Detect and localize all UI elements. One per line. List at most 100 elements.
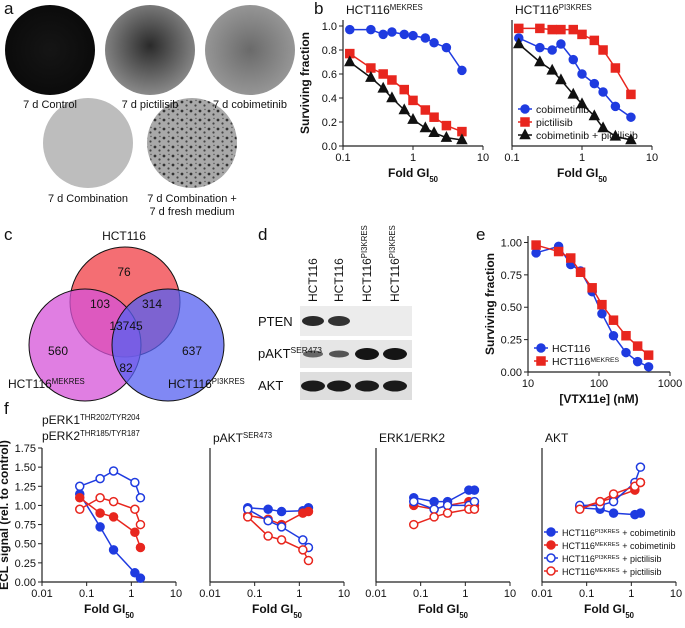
marker — [429, 112, 439, 122]
marker — [135, 542, 146, 553]
marker — [420, 33, 431, 43]
x-tick-label: 10 — [646, 152, 658, 164]
x-tick-label: 10 — [170, 588, 182, 600]
text-part: HCT116 — [306, 258, 320, 302]
marker — [345, 24, 355, 35]
chart-title: pAKTSER473 — [213, 431, 272, 446]
x-axis-label: [VTX11e] (nM) — [559, 392, 638, 406]
marker — [514, 23, 524, 34]
chart-title: pERK1THR202/TYR204 — [42, 413, 140, 428]
y-tick-label: 0.2 — [322, 117, 337, 129]
marker — [95, 508, 105, 518]
x-tick-label: 1 — [579, 152, 585, 164]
marker — [95, 473, 105, 484]
marker — [130, 477, 140, 488]
marker — [135, 573, 146, 583]
text-part: cobimetinib — [536, 104, 589, 116]
plate — [5, 5, 95, 95]
legend-label: pictilisib — [536, 117, 573, 129]
blot-band — [355, 348, 379, 360]
y-tick-label: 0.25 — [15, 558, 36, 570]
legend-marker — [536, 343, 546, 353]
chart-title: pERK2THR185/TYR187 — [42, 429, 140, 444]
marker — [276, 522, 287, 532]
marker — [632, 356, 643, 367]
blot-band — [383, 348, 407, 360]
venn-count: 560 — [48, 344, 68, 358]
x-axis-label: Fold GI50 — [388, 166, 439, 184]
marker — [378, 29, 388, 40]
x-tick-label: 10 — [522, 378, 534, 390]
marker — [598, 45, 608, 55]
marker — [386, 91, 398, 103]
marker — [408, 95, 418, 106]
venn-count: 13745 — [109, 319, 143, 333]
plate-label: 7 d pictilisib — [122, 99, 179, 111]
marker — [108, 545, 119, 555]
marker — [626, 89, 636, 100]
plate-label: 7 d fresh medium — [150, 206, 235, 218]
x-tick-label: 0.1 — [504, 152, 519, 164]
x-tick-label: 1 — [128, 588, 134, 600]
plate — [147, 98, 237, 188]
x-axis-label: Fold GI50 — [252, 602, 303, 620]
marker — [546, 63, 558, 75]
panel-label: c — [4, 225, 13, 244]
text-part: PTEN — [258, 314, 293, 329]
blot-band — [355, 380, 379, 392]
legend-marker — [536, 356, 546, 366]
panel-label: a — [4, 0, 14, 18]
marker — [595, 496, 605, 507]
marker — [407, 112, 419, 124]
marker — [74, 481, 85, 492]
marker — [74, 504, 85, 515]
text-part: Fold GI — [584, 602, 625, 616]
legend-label: HCT116PI3KRES + cobimetinib — [562, 528, 676, 538]
y-axis-label: Surviving fraction — [483, 253, 497, 355]
marker — [456, 133, 468, 145]
y-tick-label: 0.50 — [501, 302, 522, 314]
marker — [442, 500, 453, 511]
venn-count: 82 — [119, 361, 133, 375]
marker — [535, 23, 545, 34]
series-line — [518, 37, 632, 118]
marker — [429, 512, 439, 522]
marker — [608, 508, 619, 518]
marker — [276, 506, 287, 517]
x-tick-label: 0.01 — [365, 588, 386, 600]
marker — [419, 121, 432, 133]
text-part: HCT116 — [562, 528, 595, 538]
superscript: SER473 — [291, 345, 323, 355]
y-tick-label: 0.00 — [501, 367, 522, 379]
x-tick-label: 10 — [338, 588, 350, 600]
marker — [598, 87, 608, 97]
x-tick-label: 10 — [504, 588, 516, 600]
x-tick-label: 100 — [590, 378, 608, 390]
x-tick-label: 10 — [670, 588, 682, 600]
marker — [457, 65, 467, 76]
marker — [298, 535, 308, 545]
superscript: THR202/TYR204 — [80, 413, 140, 422]
marker — [621, 347, 631, 358]
marker — [95, 522, 105, 532]
x-tick-label: 1 — [462, 588, 468, 600]
x-tick-label: 0.1 — [413, 588, 428, 600]
text-part: HCT116 — [552, 343, 590, 355]
superscript: MEKRES — [52, 377, 85, 386]
marker — [428, 126, 440, 138]
marker — [469, 496, 480, 507]
plate-label: 7 d cobimetinib — [213, 99, 287, 111]
legend-label: cobimetinib — [536, 104, 589, 116]
marker — [408, 519, 419, 530]
superscript: MEKRES — [590, 357, 619, 364]
superscript: PI3KRES — [595, 555, 620, 561]
venn-set-label: HCT116MEKRES — [8, 377, 85, 392]
marker — [513, 37, 525, 49]
marker — [399, 29, 410, 40]
y-tick-label: 1.00 — [501, 237, 522, 249]
series-line — [349, 52, 463, 133]
marker — [276, 535, 287, 545]
venn-set-label: HCT116 — [102, 229, 146, 243]
marker — [577, 29, 587, 40]
y-tick-label: 0.25 — [501, 335, 522, 347]
